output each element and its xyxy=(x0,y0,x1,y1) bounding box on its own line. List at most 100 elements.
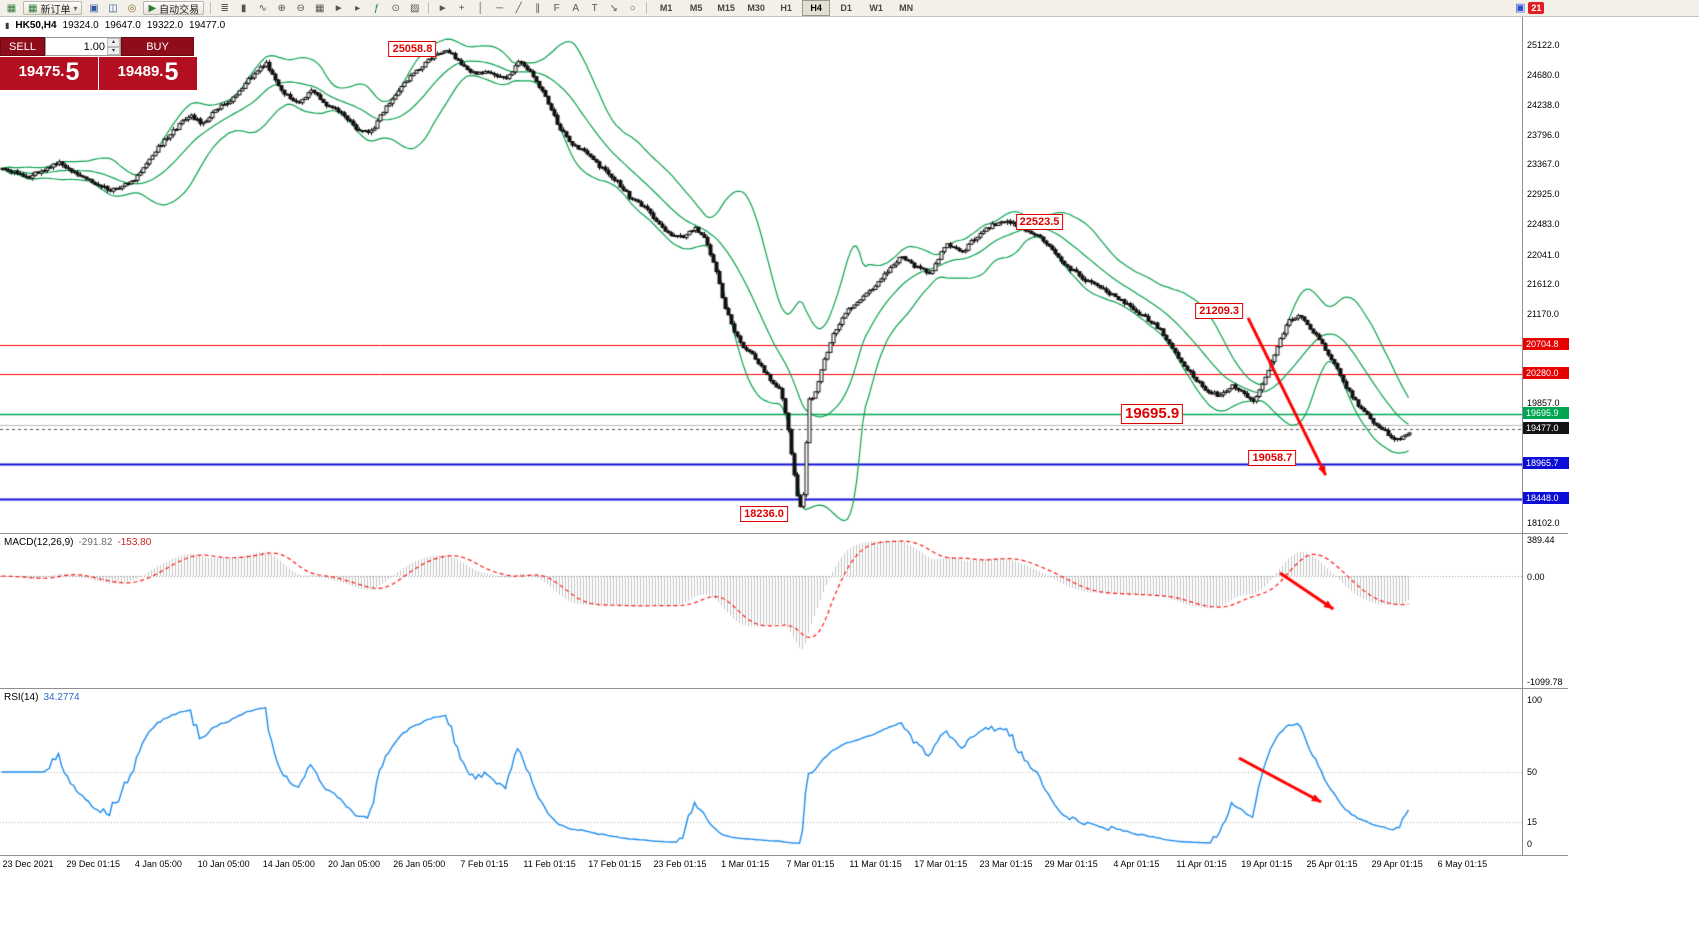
timeframe-button-h1[interactable]: H1 xyxy=(780,3,792,13)
timeframe-button-m1[interactable]: M1 xyxy=(659,3,673,13)
time-axis-label: 7 Feb 01:15 xyxy=(460,859,509,869)
candlestick-mini-icon: ▮ xyxy=(5,21,10,30)
macd-axis-tick: 389.44 xyxy=(1527,535,1555,545)
toolbar-draw-group: ► + │ ─ ╱ ∥ F A T ↘ ○ xyxy=(433,0,642,17)
time-axis-label: 7 Mar 01:15 xyxy=(786,859,835,869)
price-axis-tick: 25122.0 xyxy=(1527,39,1560,50)
sell-price-tile[interactable]: 19475. 5 xyxy=(0,57,98,90)
new-chart-icon[interactable]: ▦ xyxy=(6,2,17,14)
timeframe-button-h4[interactable]: H4 xyxy=(802,0,831,16)
level-price-label[interactable]: 19695.9 xyxy=(1523,407,1569,420)
vertical-line-icon[interactable]: │ xyxy=(477,2,484,14)
time-axis-label: 25 Apr 01:15 xyxy=(1306,859,1358,869)
price-axis-tick: 23367.0 xyxy=(1527,159,1560,170)
price-annotation[interactable]: 19058.7 xyxy=(1248,449,1297,466)
autotrade-label: 自动交易 xyxy=(159,4,200,16)
level-price-label[interactable]: 20704.8 xyxy=(1523,338,1569,351)
time-axis-label: 29 Mar 01:15 xyxy=(1044,859,1098,869)
timeframe-button-m30[interactable]: M30 xyxy=(747,3,765,13)
candlestick-chart-icon[interactable]: ▮ xyxy=(240,2,247,14)
timeframe-button-d1[interactable]: D1 xyxy=(840,3,852,13)
cursor-icon[interactable]: ► xyxy=(437,2,448,14)
panel-divider[interactable] xyxy=(0,533,1568,534)
macd-label: MACD(12,26,9) -291.82 -153.80 xyxy=(4,537,151,548)
autotrade-button[interactable]: ▶ 自动交易 xyxy=(143,1,205,16)
price-axis-tick: 22483.0 xyxy=(1527,219,1560,230)
shapes-icon[interactable]: ○ xyxy=(629,2,636,14)
buy-price-tile[interactable]: 19489. 5 xyxy=(99,57,197,90)
level-price-label[interactable]: 18965.7 xyxy=(1523,456,1569,469)
chart-shift-icon[interactable]: ▸ xyxy=(355,2,361,14)
time-axis-label: 20 Jan 05:00 xyxy=(327,859,381,869)
price-chart-canvas[interactable] xyxy=(0,17,1522,533)
buy-price-big-digit: 5 xyxy=(164,58,179,86)
charts-window-icon[interactable]: ▣ xyxy=(89,2,99,14)
text-icon[interactable]: A xyxy=(572,2,579,14)
chart-title: ▮ HK50,H4 19324.0 19647.0 19322.0 19477.… xyxy=(5,20,225,31)
volume-control: ▴ ▾ xyxy=(45,37,121,56)
ohlc-bars-icon[interactable]: ≣ xyxy=(220,2,229,14)
price-axis-tick: 21170.0 xyxy=(1527,308,1559,319)
fibonacci-icon[interactable]: F xyxy=(553,2,560,14)
ohlc-close: 19477.0 xyxy=(189,20,226,31)
macd-axis-tick: -1099.78 xyxy=(1527,677,1563,687)
indicators-icon[interactable]: ƒ xyxy=(373,2,380,14)
rsi-panel-canvas[interactable] xyxy=(0,688,1522,855)
buy-button[interactable]: BUY xyxy=(121,37,194,56)
time-axis-label: 11 Mar 01:15 xyxy=(849,859,902,869)
alerts-icon[interactable]: ◎ xyxy=(127,2,137,14)
macd-panel-canvas[interactable] xyxy=(0,533,1522,688)
level-price-label[interactable]: 20280.0 xyxy=(1523,367,1569,380)
zoom-out-icon[interactable]: ⊖ xyxy=(296,2,305,14)
ohlc-low: 19322.0 xyxy=(146,20,184,31)
sell-price-big-digit: 5 xyxy=(65,58,80,86)
panel-divider[interactable] xyxy=(0,688,1568,689)
price-annotation[interactable]: 19695.9 xyxy=(1121,404,1184,425)
level-price-label[interactable]: 18448.0 xyxy=(1523,492,1569,505)
chevron-down-icon: ▾ xyxy=(73,3,78,13)
time-axis-label: 14 Jan 05:00 xyxy=(262,859,315,869)
time-axis: 23 Dec 2021 29 Dec 01:15 4 Jan 05:00 10 Jan… xyxy=(0,855,1568,873)
time-axis-label: 19 Apr 01:15 xyxy=(1241,859,1293,869)
timeframe-button-m15[interactable]: M15 xyxy=(717,3,735,13)
market-watch-icon[interactable]: ◫ xyxy=(108,2,118,14)
timeframe-group: M1 M5 M15 M30 H1 H4 D1 W1 MN xyxy=(651,0,921,16)
chart-profile-icon[interactable]: ▣ xyxy=(1515,2,1526,14)
price-axis-tick: 21612.0 xyxy=(1527,278,1560,289)
volume-input[interactable] xyxy=(46,38,107,55)
one-click-trading-panel: SELL ▴ ▾ BUY 19475. 5 19489. 5 xyxy=(0,37,198,90)
auto-scroll-icon[interactable]: ► xyxy=(333,2,344,14)
ohlc-high: 19647.0 xyxy=(104,20,141,31)
tile-windows-icon[interactable]: ▦ xyxy=(314,2,325,14)
timeframe-button-w1[interactable]: W1 xyxy=(869,3,883,13)
buy-price: 19489. xyxy=(117,63,164,80)
time-axis-label: 23 Dec 2021 xyxy=(2,859,54,869)
timeframe-button-m5[interactable]: M5 xyxy=(689,3,703,13)
notification-badge[interactable]: 21 xyxy=(1528,1,1545,14)
new-order-button[interactable]: ▦ 新订单 ▾ xyxy=(23,1,83,16)
price-annotation[interactable]: 25058.8 xyxy=(388,41,437,58)
volume-down-button[interactable]: ▾ xyxy=(107,46,120,55)
toolbar-separator xyxy=(210,2,212,14)
volume-up-button[interactable]: ▴ xyxy=(107,38,120,47)
toolbar-window-group: ▦ xyxy=(2,0,21,17)
line-chart-icon[interactable]: ∿ xyxy=(258,2,267,14)
price-annotation[interactable]: 22523.5 xyxy=(1015,213,1064,230)
trendline-icon[interactable]: ╱ xyxy=(515,2,522,14)
periods-icon[interactable]: ⊙ xyxy=(391,2,400,14)
price-annotation[interactable]: 21209.3 xyxy=(1195,303,1243,320)
zoom-in-icon[interactable]: ⊕ xyxy=(277,2,286,14)
macd-title: MACD(12,26,9) xyxy=(4,537,74,548)
crosshair-icon[interactable]: + xyxy=(458,2,465,14)
templates-icon[interactable]: ▨ xyxy=(409,2,420,14)
equidistant-channel-icon[interactable]: ∥ xyxy=(535,2,541,14)
axis-divider xyxy=(1522,17,1523,855)
toolbar-right-group: ▣ 21 xyxy=(1515,1,1545,14)
price-annotation[interactable]: 18236.0 xyxy=(740,505,788,522)
arrows-icon[interactable]: ↘ xyxy=(609,2,618,14)
sell-button[interactable]: SELL xyxy=(0,37,45,56)
horizontal-line-icon[interactable]: ─ xyxy=(496,2,504,14)
text-label-icon[interactable]: T xyxy=(591,2,598,14)
macd-axis-tick: 0.00 xyxy=(1527,572,1545,582)
timeframe-button-mn[interactable]: MN xyxy=(899,3,914,13)
